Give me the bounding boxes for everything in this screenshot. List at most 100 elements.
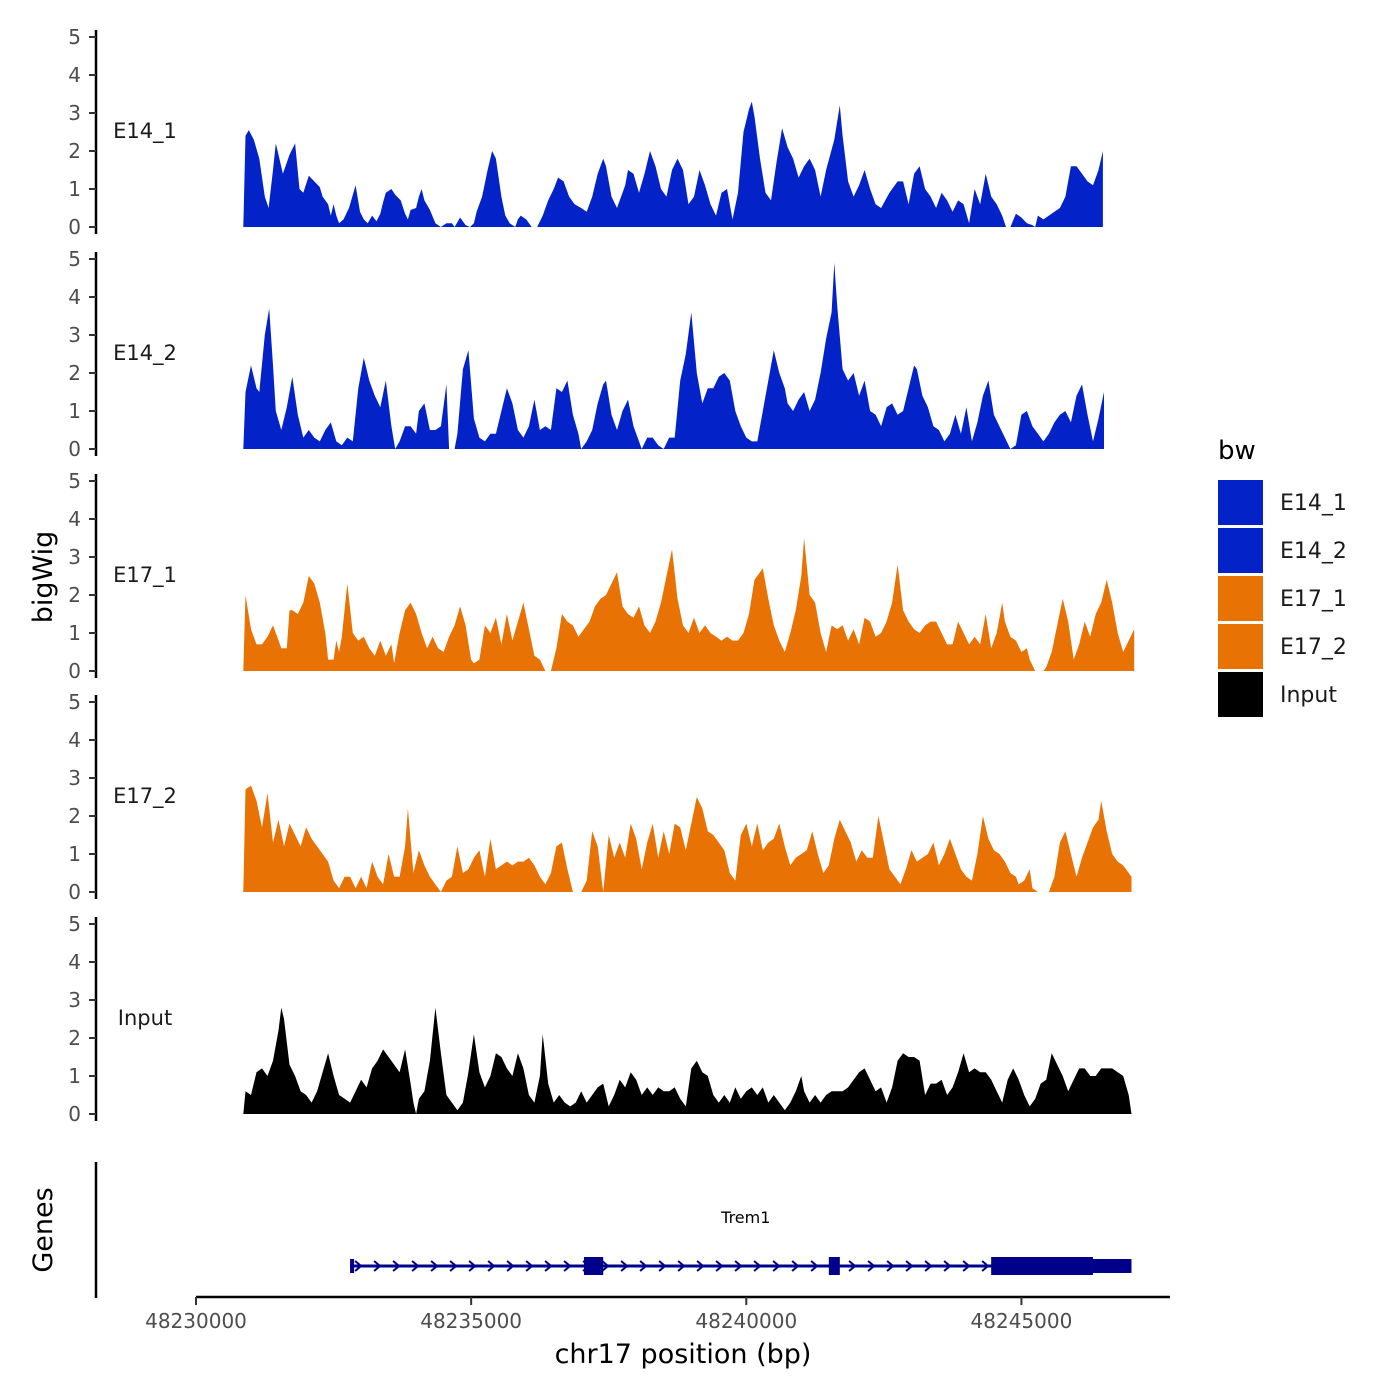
strand-chevron: [639, 1260, 648, 1272]
legend-label-E14_1: E14_1: [1280, 491, 1347, 516]
y-tick-label-E14_2-0: 0: [68, 437, 81, 461]
y-tick-label-E17_2-2: 2: [68, 804, 81, 828]
y-tick-label-E17_2-5: 5: [68, 690, 81, 714]
track-E17_1: 0 1 2 3 4 5 E17_1: [68, 469, 1135, 683]
track-Input: 0 1 2 3 4 5 Input: [68, 912, 1132, 1126]
area-E17_2: [243, 785, 1132, 892]
strand-chevron: [734, 1260, 743, 1272]
y-tick-label-Input-4: 4: [68, 950, 81, 974]
y-tick-label-E17_1-4: 4: [68, 507, 81, 531]
legend-label-E17_2: E17_2: [1280, 635, 1347, 660]
legend: bw E14_1 E14_2 E17_1 E17_2 Input: [1218, 436, 1347, 717]
y-tick-label-Input-3: 3: [68, 988, 81, 1012]
y-tick-label-E17_1-3: 3: [68, 545, 81, 569]
genes-axis-title: Genes: [28, 1187, 59, 1272]
y-tick-label-E17_2-0: 0: [68, 880, 81, 904]
x-axis: 48230000 48235000 48240000 48245000: [145, 1295, 1170, 1333]
y-tick-label-E17_1-5: 5: [68, 469, 81, 493]
y-tick-label-E14_2-3: 3: [68, 323, 81, 347]
track-label-Input: Input: [118, 1006, 172, 1030]
y-tick-label-E17_1-0: 0: [68, 659, 81, 683]
strand-chevron: [677, 1260, 686, 1272]
y-tick-label-Input-5: 5: [68, 912, 81, 936]
area-E14_2: [243, 262, 1105, 449]
strand-chevron: [981, 1260, 990, 1272]
area-Input: [243, 1007, 1132, 1114]
strand-chevron: [468, 1260, 477, 1272]
y-tick-label-E14_2-5: 5: [68, 247, 81, 271]
strand-chevron: [411, 1260, 420, 1272]
y-tick-label-E14_1-4: 4: [68, 63, 81, 87]
legend-key-E17_1: [1218, 576, 1263, 621]
strand-chevron: [620, 1260, 629, 1272]
strand-chevron: [506, 1260, 515, 1272]
x-tick-label-48245000: 48245000: [971, 1309, 1073, 1333]
genes-track: Genes Trem1: [28, 1162, 1132, 1298]
y-tick-label-Input-1: 1: [68, 1064, 81, 1088]
area-E14_1: [243, 101, 1103, 227]
y-tick-label-Input-0: 0: [68, 1102, 81, 1126]
track-label-E17_2: E17_2: [113, 784, 177, 809]
strand-chevron: [715, 1260, 724, 1272]
strand-chevron: [753, 1260, 762, 1272]
strand-chevron: [962, 1260, 971, 1272]
legend-title: bw: [1218, 436, 1256, 466]
legend-label-Input: Input: [1280, 683, 1337, 708]
gene-exon: [828, 1257, 840, 1275]
y-tick-label-E17_1-2: 2: [68, 583, 81, 607]
strand-chevron: [601, 1260, 610, 1272]
track-E14_1: 0 1 2 3 4 5 E14_1: [68, 25, 1103, 239]
y-tick-label-E17_2-1: 1: [68, 842, 81, 866]
strand-chevron: [924, 1260, 933, 1272]
y-tick-label-E14_1-0: 0: [68, 215, 81, 239]
legend-label-E17_1: E17_1: [1280, 587, 1347, 612]
legend-label-E14_2: E14_2: [1280, 539, 1347, 564]
y-tick-label-Input-2: 2: [68, 1026, 81, 1050]
legend-key-E17_2: [1218, 624, 1263, 669]
y-tick-label-E14_2-1: 1: [68, 399, 81, 423]
gene-Trem1: Trem1: [350, 1208, 1132, 1275]
strand-chevron: [354, 1260, 363, 1272]
y-tick-label-E17_1-1: 1: [68, 621, 81, 645]
gene-exon: [991, 1257, 1093, 1275]
track-E17_2: 0 1 2 3 4 5 E17_2: [68, 690, 1132, 904]
y-tick-label-E14_1-3: 3: [68, 101, 81, 125]
strand-chevron: [886, 1260, 895, 1272]
x-tick-label-48230000: 48230000: [145, 1309, 247, 1333]
strand-chevron: [658, 1260, 667, 1272]
strand-chevron: [943, 1260, 952, 1272]
strand-chevron: [392, 1260, 401, 1272]
strand-chevron: [449, 1260, 458, 1272]
strand-chevron: [905, 1260, 914, 1272]
track-E14_2: 0 1 2 3 4 5 E14_2: [68, 247, 1105, 461]
strand-chevron: [525, 1260, 534, 1272]
x-tick-label-48235000: 48235000: [420, 1309, 522, 1333]
gene-exon: [1092, 1259, 1132, 1273]
x-tick-label-48240000: 48240000: [695, 1309, 797, 1333]
track-label-E14_1: E14_1: [113, 119, 177, 144]
gene-exon: [350, 1259, 355, 1273]
y-tick-label-E17_2-3: 3: [68, 766, 81, 790]
strand-chevron: [430, 1260, 439, 1272]
x-axis-title: chr17 position (bp): [555, 1339, 812, 1370]
strand-chevron: [791, 1260, 800, 1272]
gene-models: Trem1: [350, 1208, 1132, 1275]
strand-chevron: [544, 1260, 553, 1272]
strand-chevron: [696, 1260, 705, 1272]
strand-chevron: [810, 1260, 819, 1272]
track-label-E17_1: E17_1: [113, 563, 177, 588]
track-label-E14_2: E14_2: [113, 341, 177, 366]
y-tick-label-E14_2-4: 4: [68, 285, 81, 309]
y-tick-label-E14_1-1: 1: [68, 177, 81, 201]
strand-chevron: [867, 1260, 876, 1272]
strand-chevron: [848, 1260, 857, 1272]
strand-chevron: [373, 1260, 382, 1272]
area-E17_1: [243, 538, 1135, 671]
y-axis-title: bigWig: [28, 531, 59, 624]
legend-key-Input: [1218, 672, 1263, 717]
y-tick-label-E14_1-5: 5: [68, 25, 81, 49]
y-tick-label-E14_2-2: 2: [68, 361, 81, 385]
strand-chevron: [772, 1260, 781, 1272]
gene-exon: [583, 1257, 604, 1275]
